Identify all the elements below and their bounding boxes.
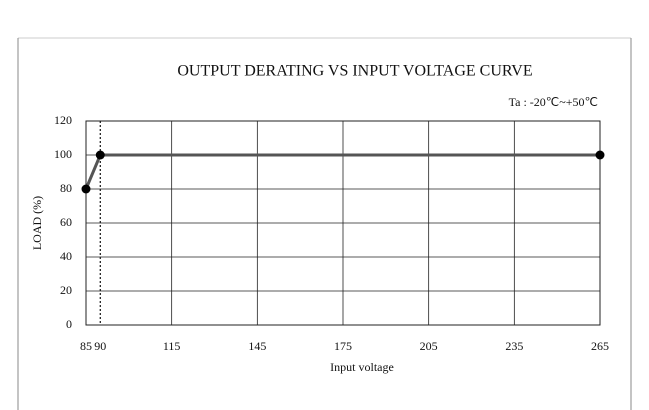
x-tick-label: 175 xyxy=(334,339,352,353)
point xyxy=(81,184,91,194)
y-tick-label: 60 xyxy=(60,215,72,229)
point xyxy=(95,150,105,160)
x-tick-label: 85 xyxy=(80,339,92,353)
x-tick-label: 235 xyxy=(505,339,523,353)
y-tick-label: 20 xyxy=(60,283,72,297)
y-tick-label: 0 xyxy=(66,317,72,331)
y-tick-label: 80 xyxy=(60,181,72,195)
y-axis-label: LOAD (%) xyxy=(30,196,44,250)
x-tick-label: 90 xyxy=(94,339,106,353)
y-tick-label: 100 xyxy=(54,147,72,161)
x-tick-label: 265 xyxy=(591,339,609,353)
annotation: Ta : -20℃~+50℃ xyxy=(509,95,598,109)
x-tick-label: 205 xyxy=(420,339,438,353)
x-axis-label: Input voltage xyxy=(330,360,394,374)
x-tick-label: 115 xyxy=(163,339,181,353)
y-tick-label: 40 xyxy=(60,249,72,263)
chart-title: OUTPUT DERATING VS INPUT VOLTAGE CURVE xyxy=(177,63,532,80)
x-tick-label: 145 xyxy=(248,339,266,353)
point xyxy=(595,150,605,160)
y-tick-label: 120 xyxy=(54,113,72,127)
